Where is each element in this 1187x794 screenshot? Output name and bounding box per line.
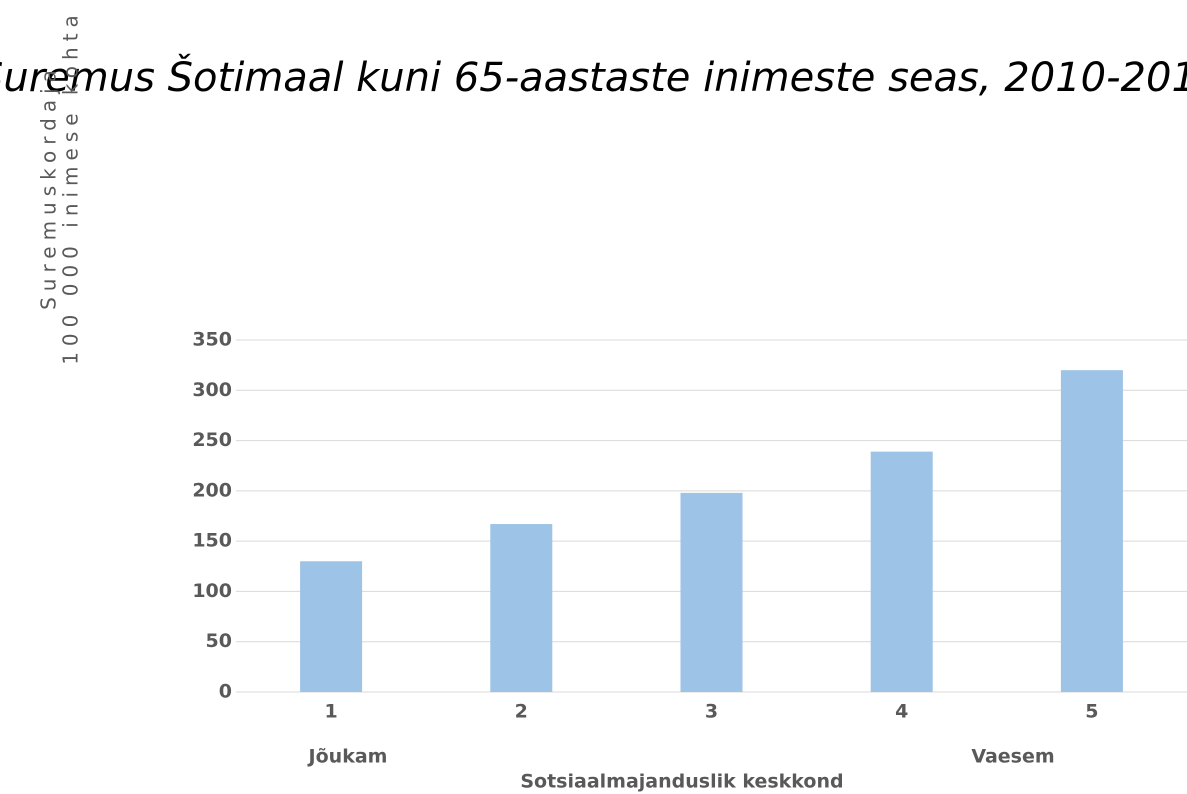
y-axis-label: Suremuskordaja (37, 64, 61, 310)
bar (1060, 370, 1123, 692)
bar (300, 561, 363, 692)
y-tick-label: 100 (192, 580, 232, 602)
chart-title: Suremus Šotimaal kuni 65-aastaste inimes… (0, 53, 1187, 101)
y-tick-label: 350 (192, 329, 232, 351)
bar (490, 524, 553, 692)
y-tick-label: 150 (192, 530, 232, 552)
x-tick-label: 3 (705, 701, 718, 723)
x-tick-label: 4 (895, 701, 908, 723)
y-tick-label: 300 (192, 379, 232, 401)
bar (680, 492, 743, 692)
y-tick-label: 250 (192, 429, 232, 451)
annotation: Vaesem (971, 746, 1054, 768)
y-tick-label: 0 (219, 681, 232, 703)
y-tick-label: 200 (192, 479, 232, 501)
y-tick-label: 50 (206, 630, 232, 652)
y-axis-label: 100 000 inimese kohta (59, 9, 83, 365)
bar (870, 451, 933, 692)
x-tick-label: 2 (515, 701, 528, 723)
x-tick-label: 5 (1085, 701, 1098, 723)
annotation: Jõukam (307, 746, 388, 768)
x-tick-label: 1 (324, 701, 337, 723)
x-axis-label: Sotsiaalmajanduslik keskkond (520, 771, 843, 793)
